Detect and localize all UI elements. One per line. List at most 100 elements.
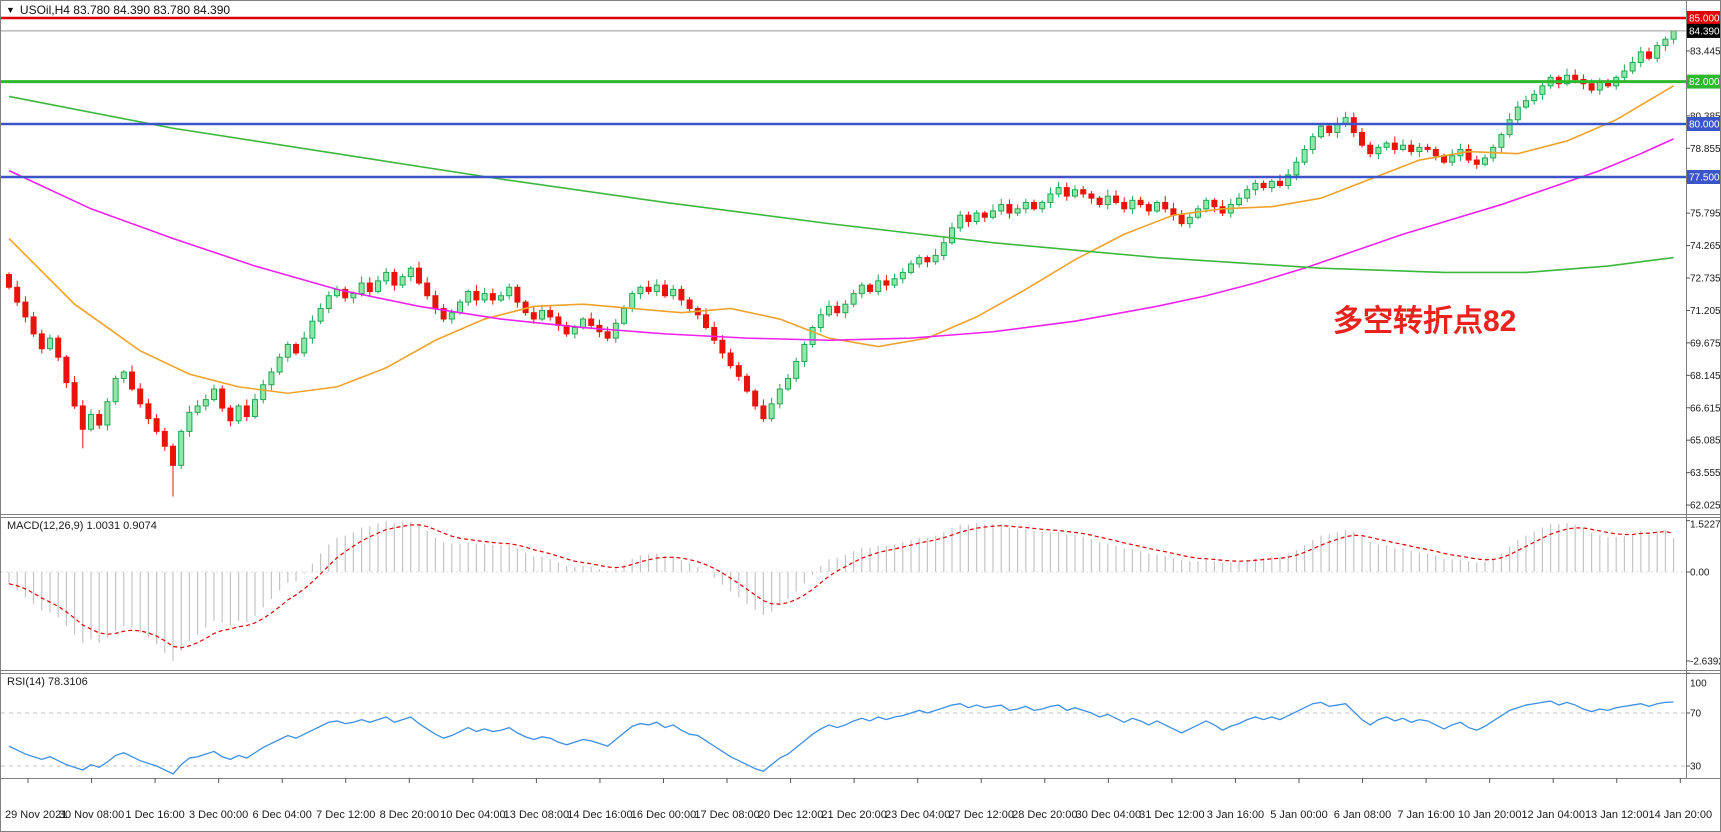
candle-body bbox=[1629, 62, 1636, 72]
candle-body bbox=[539, 310, 545, 320]
candle-body bbox=[1014, 208, 1021, 214]
candle-body bbox=[47, 337, 53, 350]
candle-body bbox=[580, 318, 586, 329]
candle-body bbox=[161, 430, 168, 447]
candle-body bbox=[899, 271, 906, 280]
candle-body bbox=[1252, 182, 1259, 191]
candle-body bbox=[243, 405, 250, 418]
candle-body bbox=[744, 375, 750, 392]
candle-body bbox=[317, 307, 324, 322]
candle-body bbox=[883, 280, 890, 286]
candle-body bbox=[63, 356, 70, 384]
candle-body bbox=[1506, 119, 1513, 136]
candle-body bbox=[1080, 189, 1087, 195]
candle-body bbox=[1621, 70, 1628, 78]
price-tick-label: 66.615 bbox=[1690, 403, 1721, 414]
candle-body bbox=[957, 214, 964, 229]
candle-body bbox=[112, 377, 119, 403]
time-axis-label: 6 Dec 04:00 bbox=[252, 809, 312, 821]
candle-body bbox=[670, 288, 677, 297]
candle-body bbox=[1154, 201, 1160, 212]
candle-body bbox=[834, 305, 841, 314]
candle-body bbox=[1293, 161, 1300, 176]
ma-mid-magenta bbox=[8, 138, 1674, 342]
candle-body bbox=[547, 310, 554, 318]
candle-body bbox=[1367, 144, 1374, 155]
candle-body bbox=[604, 331, 611, 339]
time-axis-label: 14 Dec 16:00 bbox=[567, 809, 633, 821]
candle-body bbox=[801, 343, 808, 362]
time-axis-label: 7 Jan 16:00 bbox=[1397, 809, 1455, 821]
candle-body bbox=[293, 343, 299, 354]
time-axis-label: 3 Dec 00:00 bbox=[188, 809, 249, 821]
candle-body bbox=[1137, 199, 1144, 206]
candle-body bbox=[1031, 201, 1037, 210]
candle-body bbox=[1359, 131, 1365, 146]
candle-body bbox=[473, 290, 480, 301]
candle-body bbox=[202, 399, 209, 407]
candle-body bbox=[1637, 51, 1644, 64]
candle-body bbox=[1203, 199, 1210, 210]
candle-body bbox=[998, 204, 1005, 212]
candle-body bbox=[1006, 204, 1013, 214]
candle-body bbox=[1121, 201, 1128, 210]
ma-slow-green bbox=[8, 95, 1674, 274]
candle-body bbox=[325, 295, 332, 309]
candle-body bbox=[6, 274, 12, 288]
candle-body bbox=[38, 333, 45, 350]
candle-body bbox=[924, 257, 931, 263]
price-tick-label: 83.445 bbox=[1690, 46, 1721, 57]
candle-body bbox=[186, 411, 193, 432]
chart-title-bar: ▼ USOil,H4 83.780 84.390 83.780 84.390 bbox=[6, 3, 230, 17]
candle-body bbox=[1572, 74, 1579, 80]
candle-body bbox=[219, 388, 226, 409]
macd-indicator-label: MACD(12,26,9) 1.0031 0.9074 bbox=[7, 520, 157, 532]
candle-body bbox=[342, 288, 349, 299]
time-axis-label: 30 Dec 04:00 bbox=[1075, 809, 1142, 821]
macd-tick-label: 1.5227 bbox=[1690, 520, 1721, 531]
candle-body bbox=[752, 390, 759, 407]
candle-body bbox=[383, 271, 390, 282]
candle-body bbox=[965, 214, 972, 223]
candle-body bbox=[96, 413, 103, 426]
candle-body bbox=[55, 337, 62, 358]
candle-body bbox=[990, 210, 996, 218]
macd-tick-label: -2.6392 bbox=[1690, 656, 1721, 667]
candle-body bbox=[949, 227, 955, 244]
candle-body bbox=[711, 327, 718, 341]
price-tick-label: 62.025 bbox=[1690, 501, 1721, 512]
price-badge-84.390 bbox=[1687, 23, 1720, 38]
candle-body bbox=[1178, 214, 1185, 225]
time-axis-label: 21 Dec 20:00 bbox=[821, 809, 887, 821]
candle-body bbox=[235, 405, 242, 422]
price-tick-label: 74.265 bbox=[1690, 241, 1721, 252]
symbol-dropdown-icon[interactable]: ▼ bbox=[6, 5, 15, 15]
candle-body bbox=[662, 284, 668, 297]
candle-body bbox=[407, 267, 414, 278]
candle-body bbox=[875, 280, 882, 292]
candle-body bbox=[637, 286, 644, 295]
candle-body bbox=[793, 360, 800, 379]
candle-body bbox=[916, 257, 923, 265]
time-axis-label: 27 Dec 12:00 bbox=[948, 809, 1014, 821]
price-badge-80.000 bbox=[1687, 117, 1720, 131]
price-badge-label: 82.000 bbox=[1689, 77, 1720, 88]
trend-annotation-text[interactable]: 多空转折点82 bbox=[1333, 305, 1517, 338]
price-tick-label: 69.675 bbox=[1690, 338, 1721, 349]
candle-body bbox=[1498, 134, 1505, 148]
candle-body bbox=[809, 327, 816, 345]
candle-body bbox=[424, 282, 431, 297]
candle-body bbox=[1449, 155, 1456, 163]
candle-body bbox=[1662, 38, 1669, 47]
candle-body bbox=[416, 267, 422, 284]
candle-body bbox=[1564, 74, 1570, 85]
candle-body bbox=[120, 371, 127, 379]
time-axis-label: 31 Dec 12:00 bbox=[1139, 809, 1205, 821]
candle-body bbox=[776, 388, 783, 405]
time-axis: 29 Nov 2021 30 Nov 08:00 1 Dec 16:00 3 Dec … bbox=[1, 807, 1720, 827]
candle-body bbox=[1277, 180, 1283, 186]
candle-body bbox=[506, 286, 513, 297]
candle-body bbox=[1219, 206, 1226, 214]
candle-body bbox=[1039, 201, 1046, 210]
